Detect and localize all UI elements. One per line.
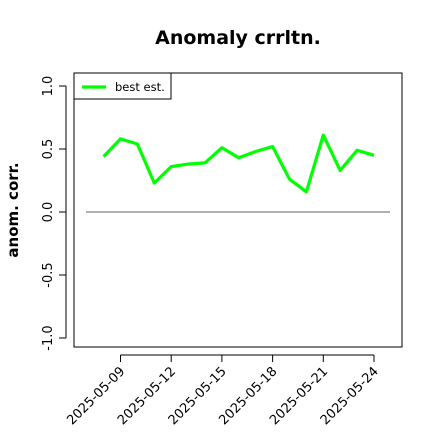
y-tick-label: 0.0 [41,202,56,223]
series-line-0 [102,133,375,194]
legend-label: best est. [115,80,165,94]
plot-area [73,72,403,348]
y-tick-label: -1.0 [41,325,56,350]
y-axis-label: anom. corr. [4,162,22,257]
y-tick-label: 0.5 [41,139,56,160]
chart-title: Anomaly crrltn. [155,27,321,49]
y-tick-label: -0.5 [41,262,56,287]
y-tick-label: 1.0 [41,76,56,97]
